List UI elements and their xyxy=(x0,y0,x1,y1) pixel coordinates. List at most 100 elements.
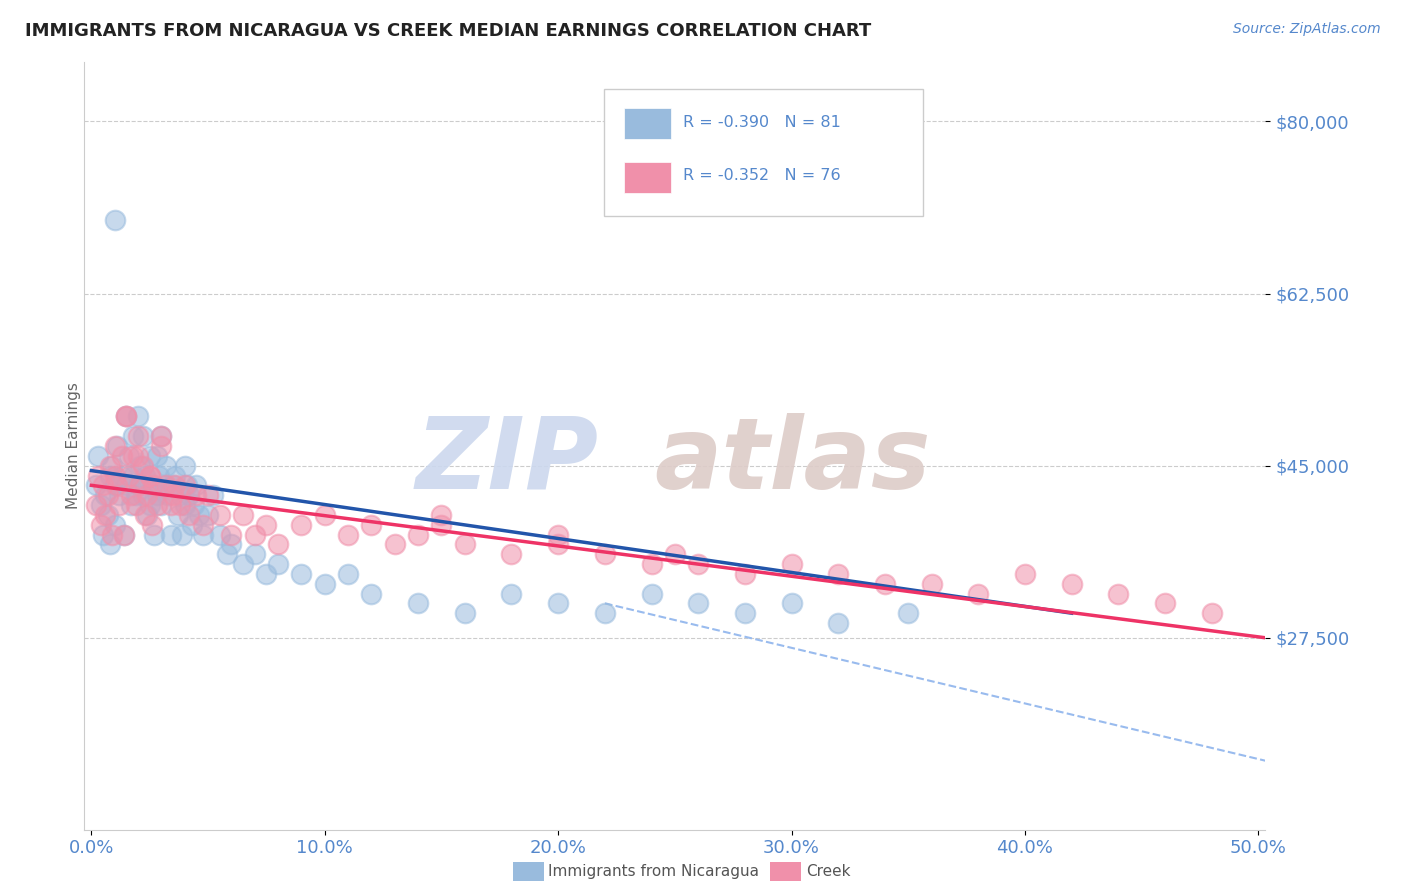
Point xyxy=(1154,596,1177,610)
Point xyxy=(101,458,124,473)
Point xyxy=(501,547,523,561)
Point xyxy=(90,498,112,512)
Point xyxy=(454,537,477,551)
Point xyxy=(243,547,266,561)
Point xyxy=(547,537,569,551)
Point xyxy=(187,508,209,522)
Point xyxy=(134,508,156,522)
Point xyxy=(640,557,662,571)
Point xyxy=(197,508,219,522)
Point xyxy=(640,586,662,600)
Point xyxy=(165,478,187,492)
Point xyxy=(267,557,290,571)
Point xyxy=(162,478,184,492)
Point xyxy=(122,468,145,483)
Point xyxy=(254,566,277,581)
Point xyxy=(104,517,127,532)
Point xyxy=(145,498,167,512)
Point xyxy=(157,488,180,502)
Point xyxy=(734,566,756,581)
Point xyxy=(208,527,231,541)
Point xyxy=(91,527,114,541)
Point xyxy=(105,478,128,492)
Point xyxy=(134,468,156,483)
Point xyxy=(150,429,173,443)
Point xyxy=(1201,606,1223,620)
Point xyxy=(337,527,360,541)
Point xyxy=(125,488,148,502)
Point xyxy=(125,498,148,512)
Point xyxy=(547,596,569,610)
Point xyxy=(173,458,195,473)
Point xyxy=(129,458,152,473)
Point xyxy=(159,527,181,541)
Point xyxy=(115,409,138,424)
Point xyxy=(141,517,163,532)
Point xyxy=(501,586,523,600)
Point xyxy=(314,508,336,522)
Point xyxy=(360,517,382,532)
Point xyxy=(193,527,215,541)
Point xyxy=(120,488,142,502)
Point xyxy=(127,449,149,463)
Point xyxy=(688,596,710,610)
Point xyxy=(827,615,849,630)
Point xyxy=(97,508,120,522)
Point xyxy=(201,488,224,502)
Point xyxy=(132,458,155,473)
Point xyxy=(148,468,170,483)
Point xyxy=(132,429,155,443)
Point xyxy=(150,498,173,512)
Y-axis label: Median Earnings: Median Earnings xyxy=(66,383,80,509)
Point xyxy=(169,488,191,502)
Point xyxy=(112,527,135,541)
Text: IMMIGRANTS FROM NICARAGUA VS CREEK MEDIAN EARNINGS CORRELATION CHART: IMMIGRANTS FROM NICARAGUA VS CREEK MEDIA… xyxy=(25,22,872,40)
FancyBboxPatch shape xyxy=(605,89,922,216)
Point xyxy=(454,606,477,620)
Point xyxy=(337,566,360,581)
Point xyxy=(688,557,710,571)
Text: atlas: atlas xyxy=(655,413,931,510)
Point xyxy=(104,478,127,492)
Point xyxy=(159,498,181,512)
FancyBboxPatch shape xyxy=(624,109,671,139)
Point xyxy=(127,409,149,424)
Text: R = -0.352   N = 76: R = -0.352 N = 76 xyxy=(683,169,841,184)
Point xyxy=(734,606,756,620)
Point xyxy=(91,478,114,492)
Point xyxy=(84,498,107,512)
Text: Source: ZipAtlas.com: Source: ZipAtlas.com xyxy=(1233,22,1381,37)
Point xyxy=(208,508,231,522)
Point xyxy=(430,517,453,532)
Point xyxy=(136,508,159,522)
Point xyxy=(664,547,686,561)
Point xyxy=(406,527,429,541)
Point xyxy=(152,478,174,492)
Point xyxy=(87,468,110,483)
Point xyxy=(108,498,131,512)
Point xyxy=(221,537,243,551)
Point xyxy=(360,586,382,600)
Point xyxy=(127,429,149,443)
Point xyxy=(180,517,202,532)
Point xyxy=(155,458,177,473)
Text: Creek: Creek xyxy=(806,864,851,879)
Point xyxy=(97,488,120,502)
Point xyxy=(169,498,191,512)
Point xyxy=(254,517,277,532)
Point xyxy=(138,468,160,483)
Point xyxy=(290,517,312,532)
Point xyxy=(104,468,127,483)
Point xyxy=(827,566,849,581)
Point xyxy=(314,576,336,591)
Point xyxy=(186,478,208,492)
Text: ZIP: ZIP xyxy=(415,413,598,510)
Point xyxy=(115,409,138,424)
Point xyxy=(150,439,173,453)
Point xyxy=(98,468,121,483)
Point xyxy=(162,488,184,502)
Point xyxy=(112,527,135,541)
Point xyxy=(1014,566,1036,581)
Point xyxy=(141,478,163,492)
Point xyxy=(155,478,177,492)
